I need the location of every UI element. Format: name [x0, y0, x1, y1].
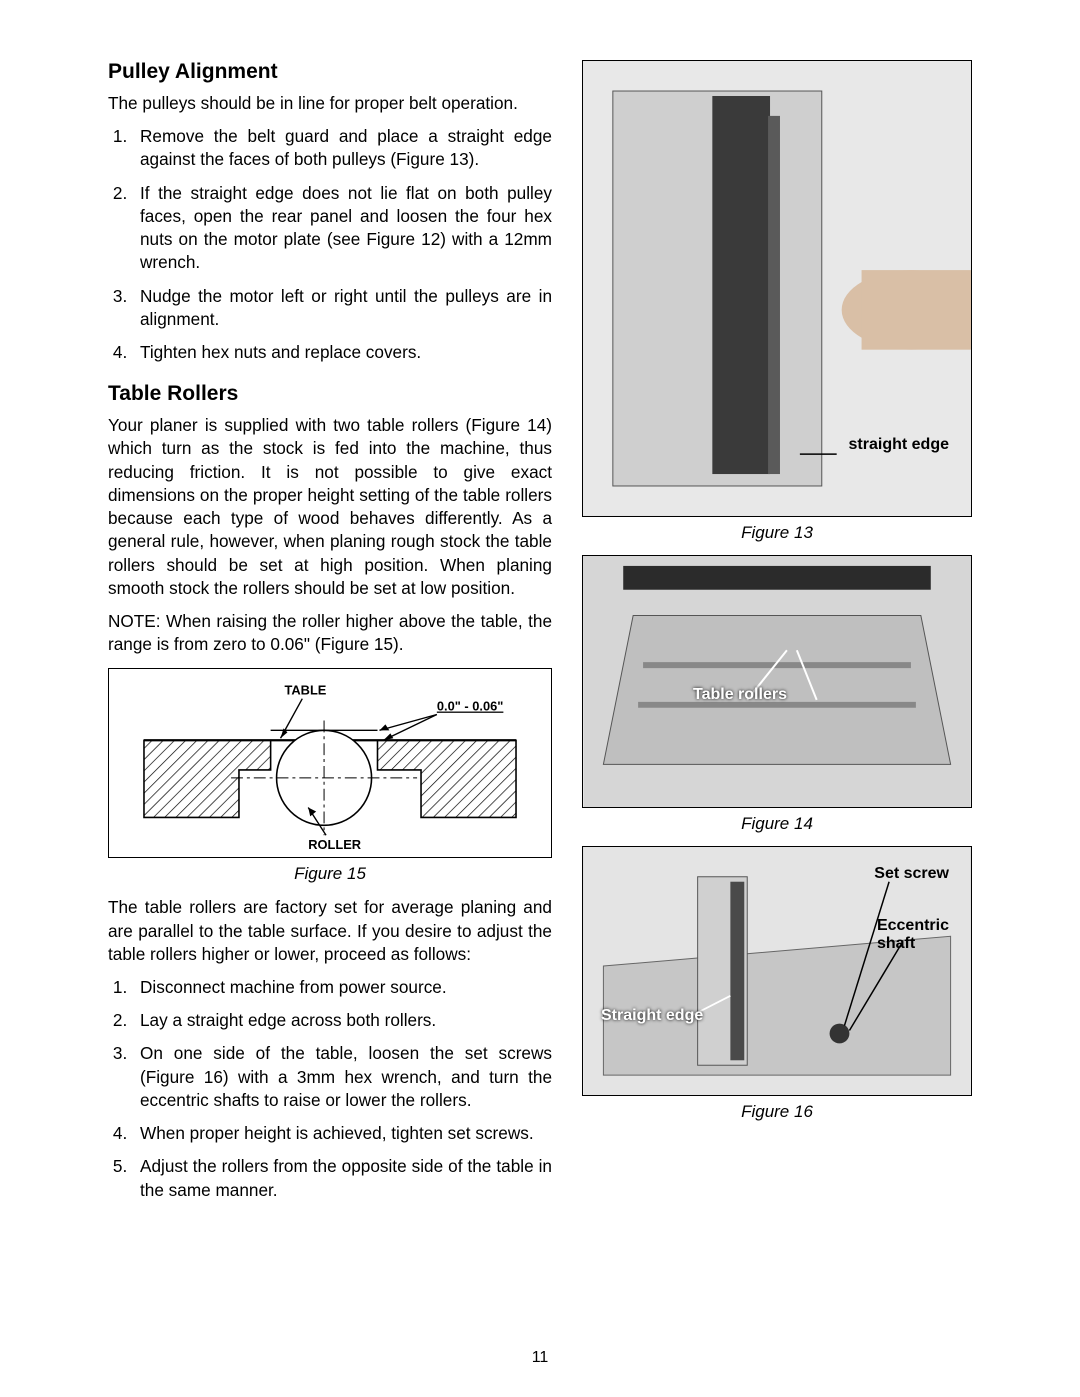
rollers-p3: The table rollers are factory set for av…	[108, 896, 552, 966]
list-item: Adjust the rollers from the opposite sid…	[132, 1155, 552, 1201]
list-item: Remove the belt guard and place a straig…	[132, 125, 552, 171]
rollers-p2: NOTE: When raising the roller higher abo…	[108, 610, 552, 656]
pulley-intro: The pulleys should be in line for proper…	[108, 92, 552, 115]
roller-steps: Disconnect machine from power source. La…	[108, 976, 552, 1202]
list-item: Disconnect machine from power source.	[132, 976, 552, 999]
list-item: Tighten hex nuts and replace covers.	[132, 341, 552, 364]
list-item: When proper height is achieved, tighten …	[132, 1122, 552, 1145]
left-column: Pulley Alignment The pulleys should be i…	[108, 60, 552, 1220]
figure-13-image: straight edge	[582, 60, 972, 517]
heading-pulley-alignment: Pulley Alignment	[108, 60, 552, 84]
figure-16-image: Set screw Eccentric shaft Straight edge	[582, 846, 972, 1096]
figure-14-image: Table rollers	[582, 555, 972, 808]
rollers-p1: Your planer is supplied with two table r…	[108, 414, 552, 600]
fig15-label-roller: ROLLER	[308, 837, 362, 852]
fig16-label-eccentric-shaft: Eccentric shaft	[877, 917, 949, 953]
page-content: Pulley Alignment The pulleys should be i…	[0, 0, 1080, 1220]
heading-table-rollers: Table Rollers	[108, 382, 552, 406]
figure-15-diagram: TABLE 0.0" - 0.06" ROLLER	[108, 668, 552, 858]
list-item: Lay a straight edge across both rollers.	[132, 1009, 552, 1032]
figure-14-caption: Figure 14	[582, 814, 972, 834]
list-item: Nudge the motor left or right until the …	[132, 285, 552, 331]
figure-16-caption: Figure 16	[582, 1102, 972, 1122]
figure-15-caption: Figure 15	[108, 864, 552, 884]
fig14-label-table-rollers: Table rollers	[693, 686, 787, 704]
pulley-steps: Remove the belt guard and place a straig…	[108, 125, 552, 364]
fig16-label-set-screw: Set screw	[874, 865, 949, 883]
page-number: 11	[0, 1349, 1080, 1367]
list-item: On one side of the table, loosen the set…	[132, 1042, 552, 1112]
list-item: If the straight edge does not lie flat o…	[132, 182, 552, 275]
right-column: straight edge Figure 13 Table rollers Fi…	[582, 60, 972, 1220]
fig13-label-straight-edge: straight edge	[849, 436, 949, 454]
fig15-label-table: TABLE	[284, 683, 326, 698]
fig16-label-straight-edge: Straight edge	[601, 1007, 703, 1025]
fig15-label-range: 0.0" - 0.06"	[437, 699, 504, 714]
figure-13-caption: Figure 13	[582, 523, 972, 543]
